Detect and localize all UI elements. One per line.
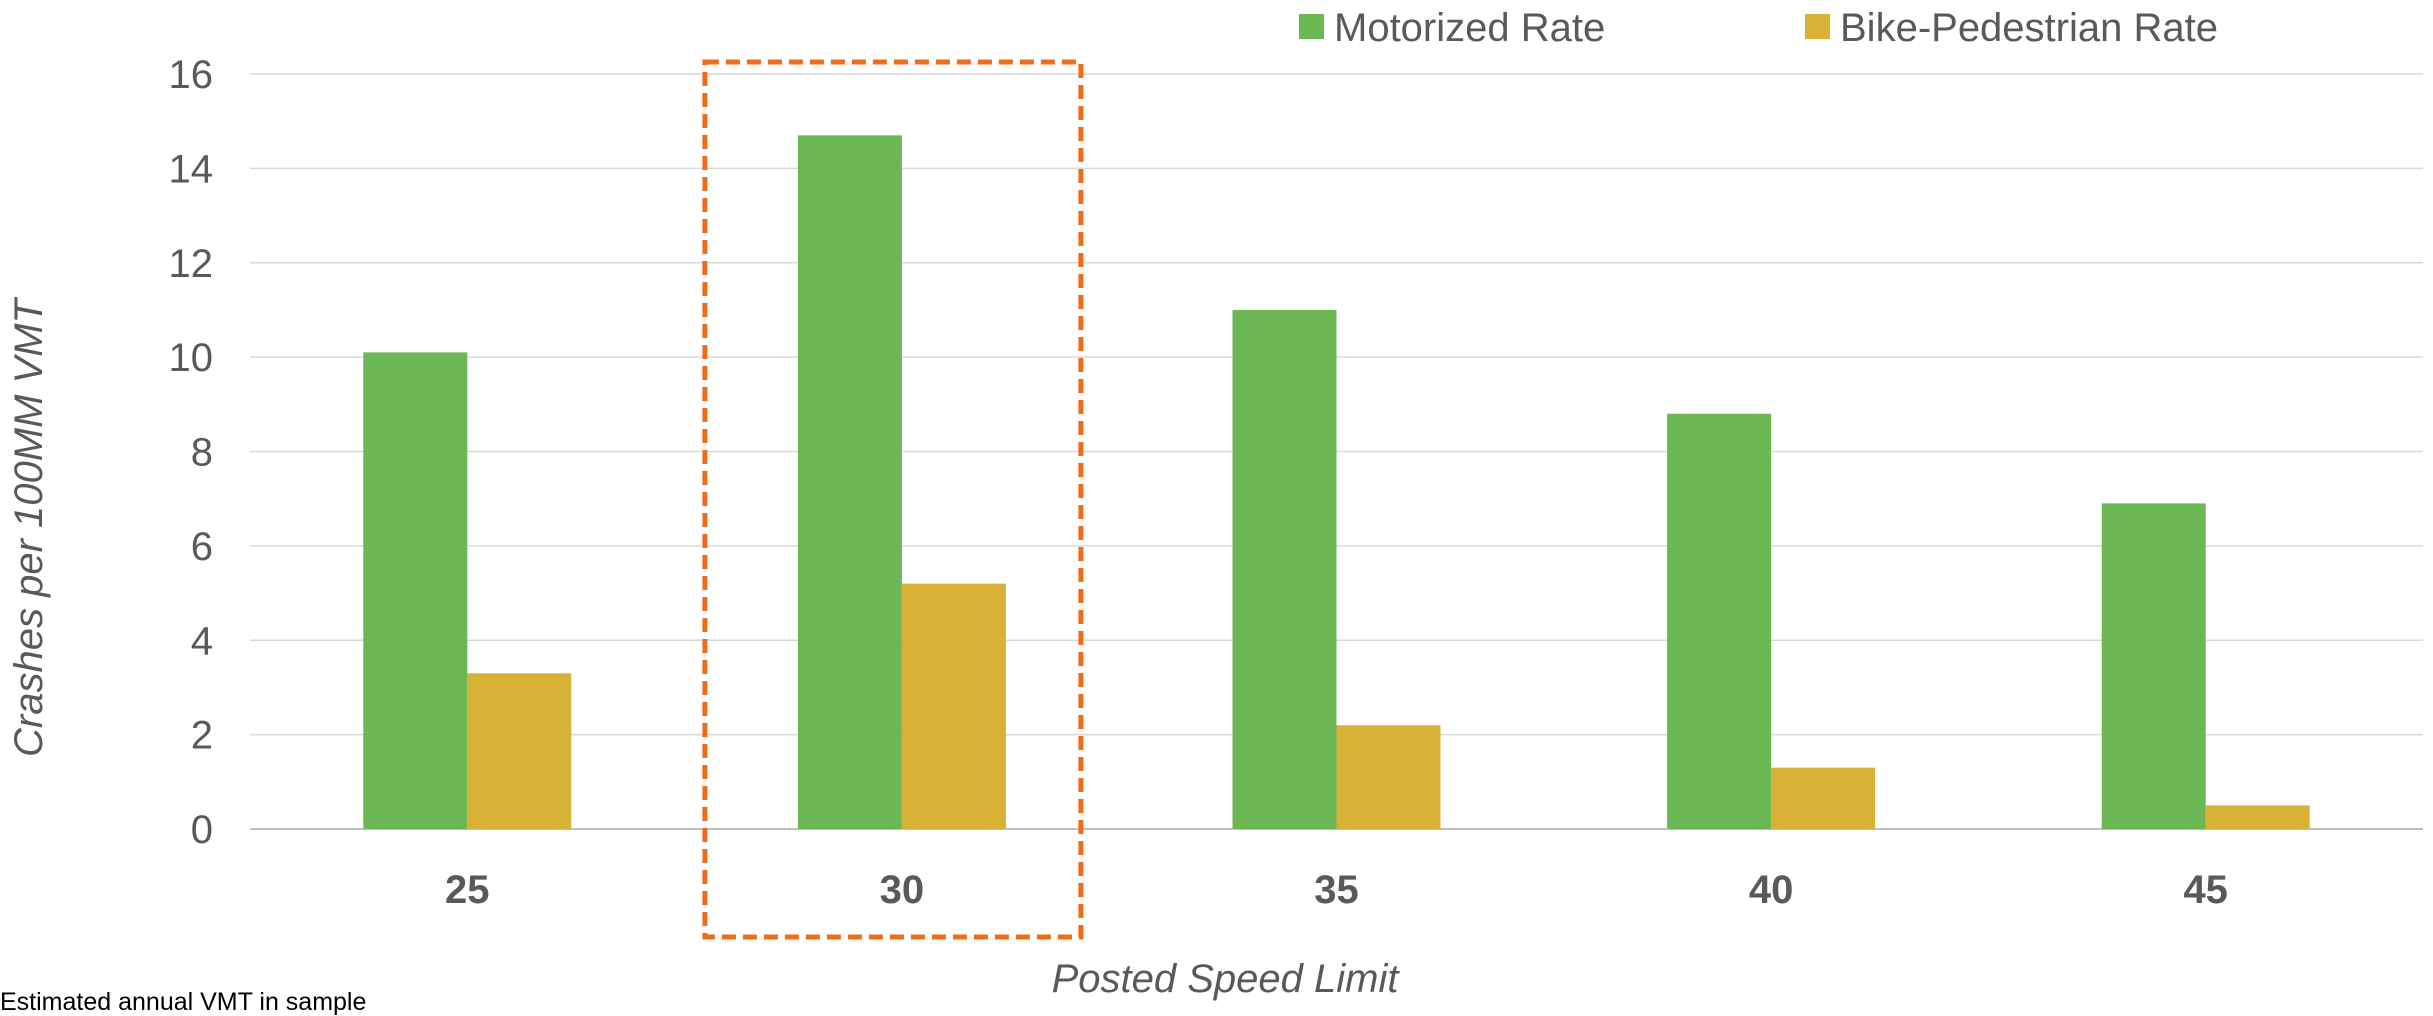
x-tick-label: 40 (1749, 868, 1794, 912)
legend-swatch (1805, 14, 1830, 39)
legend: Motorized Rate Bike-Pedestrian Rate (1299, 6, 2218, 50)
bar-motorized-rate-40 (1667, 414, 1771, 829)
y-tick-label: 6 (191, 525, 213, 569)
footnote: Estimated annual VMT in sample (0, 990, 366, 1015)
y-axis-ticks: 0 2 4 6 8 10 12 14 16 (169, 53, 214, 852)
bar-bike-pedestrian-rate-25 (467, 673, 571, 829)
y-tick-label: 4 (191, 619, 213, 663)
bar-motorized-rate-35 (1233, 310, 1337, 829)
y-tick-label: 0 (191, 808, 213, 852)
bar-bike-pedestrian-rate-40 (1771, 768, 1875, 829)
x-tick-label: 45 (2183, 868, 2228, 912)
legend-label: Bike-Pedestrian Rate (1840, 6, 2218, 50)
legend-swatch (1299, 14, 1324, 39)
x-axis-ticks: 25 30 35 40 45 (445, 868, 2228, 912)
bar-bike-pedestrian-rate-45 (2206, 805, 2310, 829)
y-axis-label: Crashes per 100MM VMT (7, 296, 51, 756)
x-tick-label: 25 (445, 868, 490, 912)
x-tick-label: 30 (880, 868, 925, 912)
bars (363, 135, 2309, 829)
y-tick-label: 8 (191, 431, 213, 475)
y-tick-label: 16 (169, 53, 214, 97)
bar-bike-pedestrian-rate-35 (1337, 725, 1441, 829)
y-tick-label: 12 (169, 242, 214, 286)
legend-label: Motorized Rate (1334, 6, 1605, 50)
y-tick-label: 10 (169, 336, 214, 380)
bar-motorized-rate-25 (363, 352, 467, 829)
x-tick-label: 35 (1314, 868, 1359, 912)
bar-motorized-rate-30 (798, 135, 902, 829)
y-tick-label: 2 (191, 714, 213, 758)
x-axis-label: Posted Speed Limit (1052, 957, 1401, 1001)
bar-motorized-rate-45 (2102, 503, 2206, 829)
bar-bike-pedestrian-rate-30 (902, 584, 1006, 829)
y-tick-label: 14 (169, 147, 214, 191)
